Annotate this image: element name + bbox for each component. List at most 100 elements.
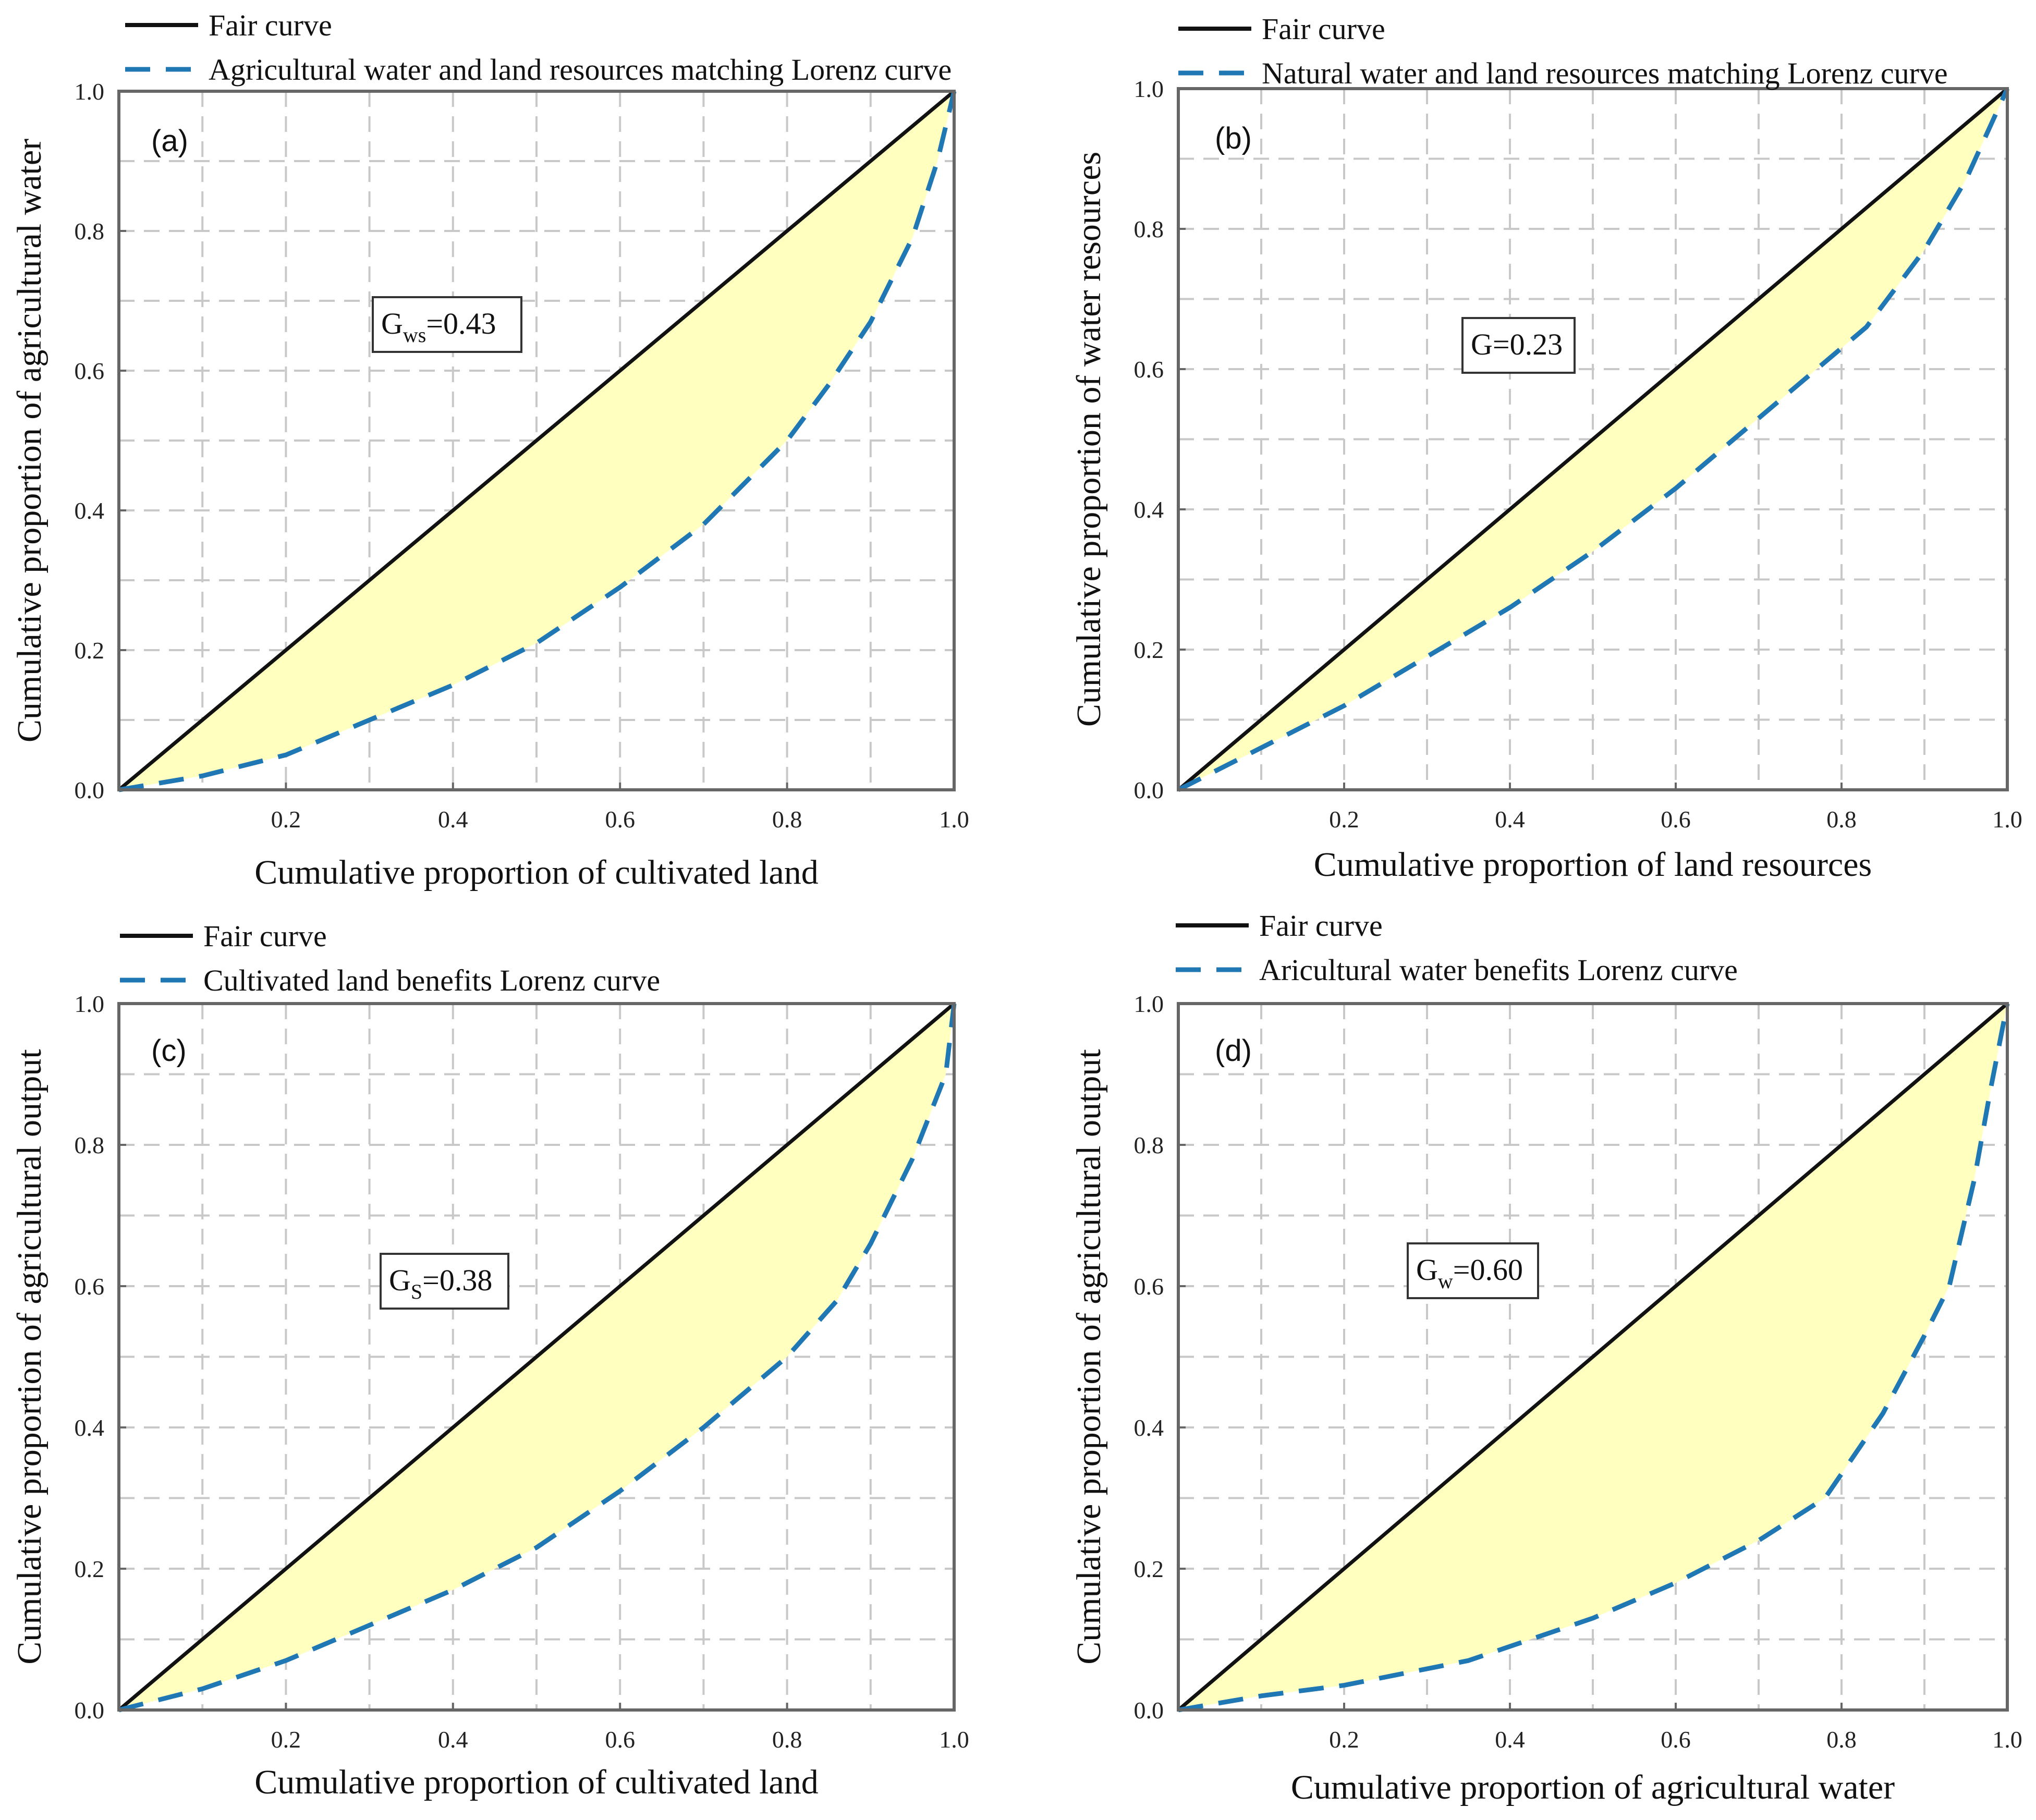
panel-letter: (b) — [1215, 121, 1252, 155]
x-axis-title: Cumulative proportion of cultivated land — [254, 1763, 818, 1801]
lorenz-curve-line — [118, 1003, 957, 1713]
gini-subscript: w — [1438, 1269, 1453, 1293]
x-axis-title: Cumulative proportion of cultivated land — [254, 853, 818, 891]
y-tick-label: 0.8 — [75, 218, 105, 245]
gini-value: =0.38 — [422, 1263, 492, 1297]
x-tick-label: 0.8 — [772, 806, 802, 833]
fair-curve-line — [1177, 1002, 2009, 1712]
legend-label-lorenz: Aricultural water benefits Lorenz curve — [1259, 953, 1738, 987]
panel-letter: (a) — [151, 124, 188, 158]
x-tick-label: 0.6 — [605, 1726, 635, 1753]
x-axis-title: Cumulative proportion of agricultural wa… — [1291, 1768, 1895, 1806]
legend-label-fair: Fair curve — [203, 919, 327, 953]
y-axis-title: Cumulative proportion of agricultural ou… — [1070, 1049, 1108, 1664]
plot-frame — [117, 1002, 956, 1712]
legend-label-fair: Fair curve — [209, 8, 332, 42]
y-tick-label: 0.6 — [1134, 356, 1164, 383]
x-tick-label: 0.4 — [438, 806, 468, 833]
gini-symbol: G — [1471, 327, 1493, 361]
gini-box: G=0.23 — [1461, 317, 1576, 374]
gini-coefficient: G=0.23 — [1471, 327, 1563, 361]
gini-box-border — [1407, 1242, 1539, 1299]
x-tick-label: 0.6 — [605, 806, 635, 833]
legend: Fair curve Cultivated land benefits Loren… — [120, 919, 660, 997]
legend: Fair curve Natural water and land resourc… — [1178, 12, 1948, 90]
y-tick-label: 0.4 — [1134, 496, 1164, 523]
gini-symbol: G — [381, 307, 403, 340]
y-tick-label: 1.0 — [75, 991, 105, 1017]
plot-frame — [1177, 87, 2009, 791]
y-tick-label: 0.0 — [1134, 1697, 1164, 1724]
y-tick-label: 0.4 — [75, 1414, 105, 1441]
x-tick-label: 0.2 — [271, 1726, 301, 1753]
legend-label-lorenz: Natural water and land resources matchin… — [1262, 56, 1948, 90]
y-tick-label: 0.6 — [1134, 1273, 1164, 1300]
panel-c: 0.2 0.4 0.6 0.8 1.0 0.0 0.2 0.4 0.6 0.8 1.0 Cumulat… — [10, 919, 969, 1801]
panel-letter: (d) — [1215, 1034, 1252, 1068]
x-tick-label: 0.8 — [1826, 1726, 1857, 1753]
lorenz-curve-line — [1178, 1003, 2010, 1713]
plot-frame — [1177, 1002, 2009, 1712]
gini-value: =0.43 — [426, 307, 496, 340]
y-tick-label: 1.0 — [1134, 76, 1164, 102]
panel-a: 0.2 0.4 0.6 0.8 1.0 0.0 0.2 0.4 0.6 0.8 1.0 Cumulat… — [10, 8, 969, 891]
gini-box-border — [372, 296, 522, 353]
legend: Fair curve Agricultural water and land re… — [125, 8, 952, 87]
y-tick-label: 1.0 — [1134, 991, 1164, 1017]
y-tick-label: 1.0 — [75, 78, 105, 105]
gini-coefficient: Gw=0.60 — [1416, 1253, 1523, 1293]
legend-label-fair: Fair curve — [1262, 12, 1385, 46]
x-tick-label: 0.6 — [1661, 1726, 1691, 1753]
panel-b: 0.2 0.4 0.6 0.8 1.0 0.0 0.2 0.4 0.6 0.8 1.0 Cumulat… — [1070, 12, 2022, 884]
legend-label-fair: Fair curve — [1259, 909, 1383, 943]
x-tick-label: 0.4 — [1495, 1726, 1525, 1753]
gini-symbol: G — [389, 1263, 411, 1297]
x-tick-label: 0.2 — [1329, 1726, 1359, 1753]
y-tick-label: 0.2 — [75, 637, 105, 664]
lorenz-curve-line — [1177, 88, 2010, 792]
y-tick-label: 0.8 — [1134, 216, 1164, 242]
gini-value: =0.23 — [1493, 327, 1563, 361]
gini-box-border — [1461, 317, 1576, 374]
y-tick-label: 0.0 — [1134, 777, 1164, 803]
x-tick-label: 1.0 — [939, 806, 969, 833]
fair-curve-line — [1177, 87, 2009, 791]
y-tick-label: 0.2 — [1134, 637, 1164, 663]
y-tick-label: 0.6 — [75, 358, 105, 384]
gini-box: Gws=0.43 — [372, 296, 522, 353]
legend-label-lorenz: Agricultural water and land resources ma… — [209, 53, 952, 87]
gini-subscript: S — [411, 1280, 422, 1303]
y-axis-title: Cumulative proportion of water resources — [1070, 152, 1108, 727]
legend: Fair curve Aricultural water benefits Lor… — [1176, 909, 1738, 987]
x-tick-label: 0.2 — [271, 806, 301, 833]
gini-subscript: ws — [403, 323, 426, 347]
y-tick-label: 0.4 — [1134, 1414, 1164, 1441]
x-tick-label: 0.8 — [772, 1726, 802, 1753]
gini-value: =0.60 — [1453, 1253, 1523, 1287]
y-axis-title: Cumulative proportion of agricultural wa… — [10, 139, 48, 742]
x-tick-label: 0.2 — [1329, 806, 1359, 833]
gini-box-border — [380, 1253, 509, 1310]
gini-coefficient: Gws=0.43 — [381, 307, 496, 347]
gini-box: GS=0.38 — [380, 1253, 509, 1310]
plot-frame — [117, 90, 956, 791]
x-tick-label: 0.4 — [1495, 806, 1525, 833]
y-tick-label: 0.2 — [1134, 1556, 1164, 1582]
y-tick-label: 0.4 — [75, 497, 105, 524]
x-tick-label: 1.0 — [939, 1726, 969, 1753]
legend-label-lorenz: Cultivated land benefits Lorenz curve — [203, 963, 660, 997]
x-tick-label: 0.4 — [438, 1726, 468, 1753]
y-tick-label: 0.0 — [75, 1697, 105, 1724]
panel-letter: (c) — [151, 1034, 187, 1068]
y-tick-label: 0.6 — [75, 1273, 105, 1300]
fair-curve-line — [117, 90, 956, 791]
panel-d: 0.2 0.4 0.6 0.8 1.0 0.0 0.2 0.4 0.6 0.8 1.0 Cumulat… — [1070, 909, 2022, 1806]
gini-coefficient: GS=0.38 — [389, 1263, 492, 1303]
y-tick-label: 0.0 — [75, 777, 105, 803]
y-tick-label: 0.8 — [75, 1132, 105, 1158]
x-tick-label: 1.0 — [1992, 806, 2022, 833]
x-axis-title: Cumulative proportion of land resources — [1314, 846, 1872, 884]
grid — [1178, 89, 2007, 790]
gini-box: Gw=0.60 — [1407, 1242, 1539, 1299]
